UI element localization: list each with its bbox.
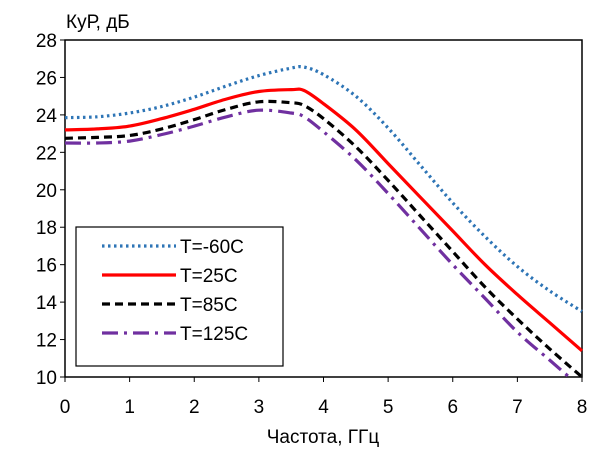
legend-label-1: T=-60C xyxy=(180,237,244,258)
y-tick-label: 14 xyxy=(36,293,58,314)
y-tick-label: 22 xyxy=(36,143,57,164)
x-tick-label: 1 xyxy=(124,397,135,418)
y-tick-label: 10 xyxy=(36,368,57,389)
y-axis-title: КуР, дБ xyxy=(66,12,130,33)
y-tick-label: 12 xyxy=(36,331,57,352)
y-tick-label: 20 xyxy=(36,181,57,202)
legend-label-4: T=125C xyxy=(180,324,248,345)
y-tick-label: 18 xyxy=(36,218,57,239)
y-tick-label: 26 xyxy=(36,68,57,89)
x-tick-label: 6 xyxy=(447,397,458,418)
chart-legend: T=-60C T=25C T=85C T=125C xyxy=(76,227,283,366)
y-tick-label: 16 xyxy=(36,256,57,277)
y-tick-label: 28 xyxy=(36,31,57,52)
legend-label-2: T=25C xyxy=(180,266,238,287)
x-tick-label: 5 xyxy=(383,397,394,418)
x-tick-label: 4 xyxy=(318,397,329,418)
x-tick-label: 0 xyxy=(60,397,71,418)
x-tick-label: 8 xyxy=(577,397,588,418)
x-tick-label: 3 xyxy=(254,397,265,418)
x-axis-title: Частота, ГГц xyxy=(267,427,380,448)
x-tick-label: 7 xyxy=(512,397,523,418)
y-tick-label: 24 xyxy=(36,106,58,127)
legend-label-3: T=85C xyxy=(180,295,238,316)
x-tick-label: 2 xyxy=(189,397,200,418)
